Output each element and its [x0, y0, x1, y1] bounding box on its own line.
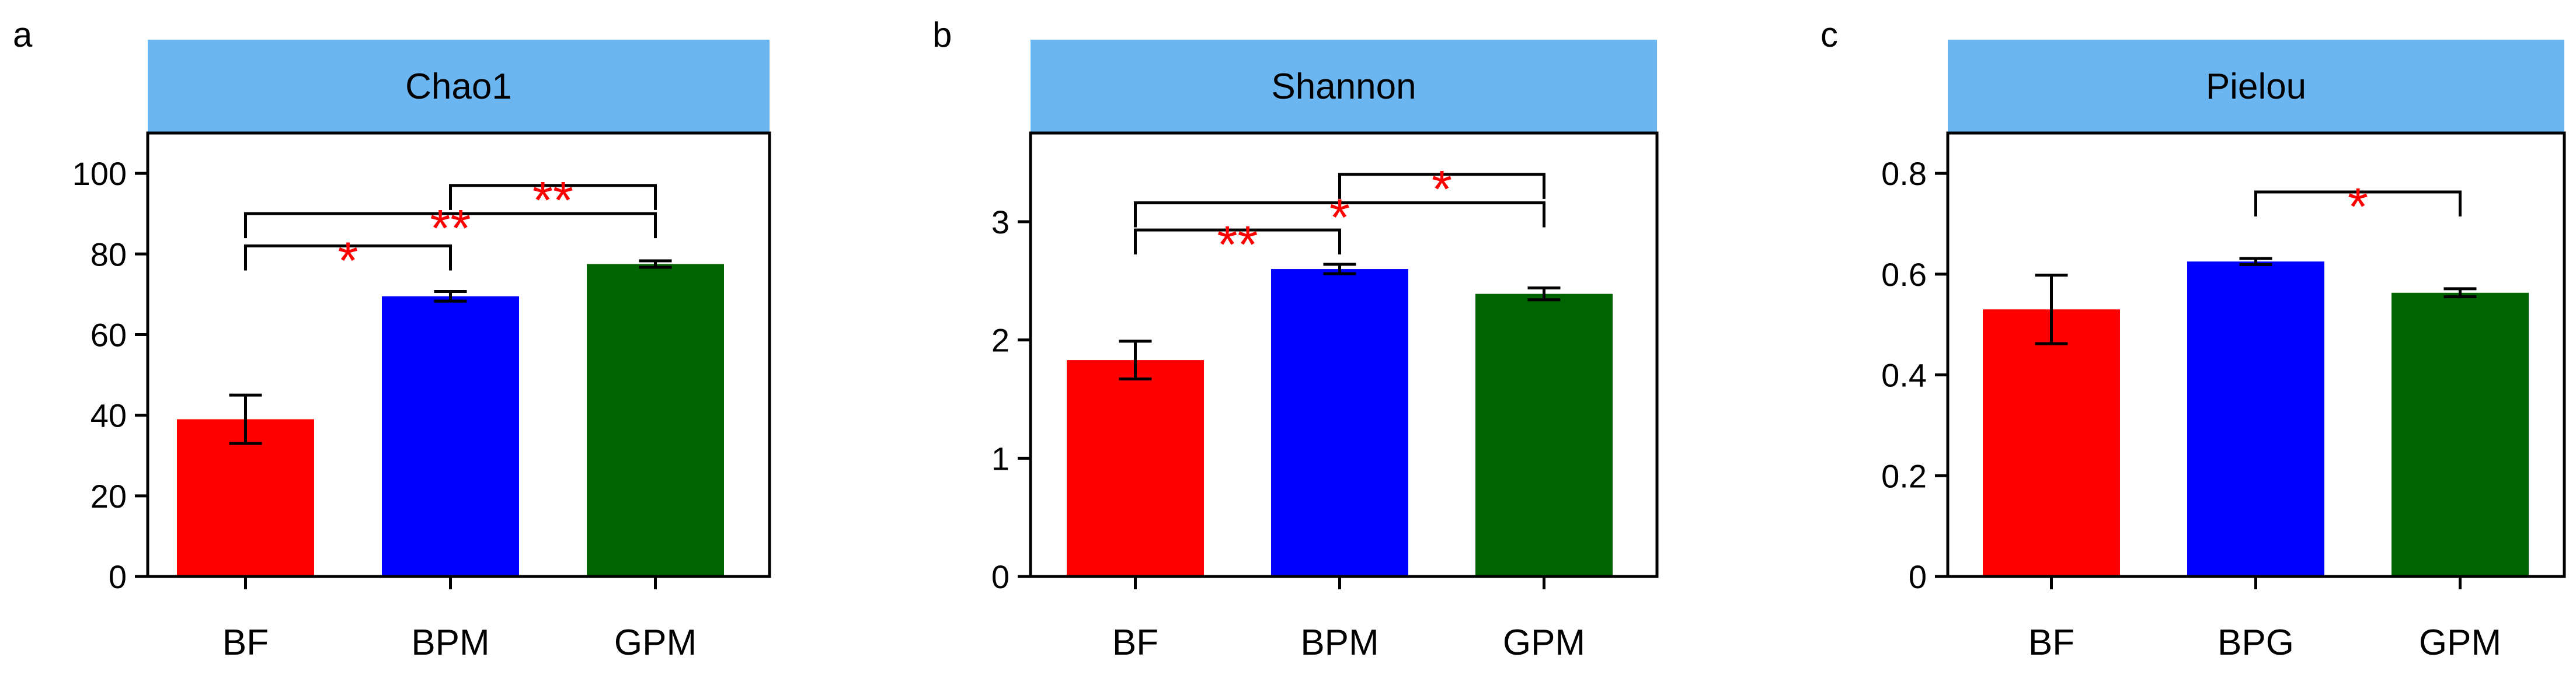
significance-bracket-line [244, 244, 452, 271]
panel-letter: b [932, 15, 952, 54]
y-tick-label: 0 [1909, 558, 1927, 595]
panel-letter: a [13, 15, 33, 54]
error-bar-GPM [2443, 287, 2477, 299]
error-bar-BPG [2239, 257, 2272, 266]
y-tick-label: 0.2 [1881, 457, 1927, 494]
error-bar-BF [229, 393, 262, 445]
significance-bracket-1: * [2254, 178, 2462, 236]
bar-BF [177, 419, 314, 576]
significance-bracket-line [1134, 228, 1341, 255]
x-tick-label: BF [2028, 623, 2074, 663]
significance-bracket-line [1338, 173, 1545, 199]
y-tick-label: 80 [90, 236, 127, 272]
y-tick-label: 100 [72, 155, 127, 192]
y-tick-label: 0.4 [1881, 357, 1927, 394]
panel-letter: c [1820, 15, 1838, 54]
significance-bracket-line [2254, 190, 2462, 217]
chart-panel-c: c Pielou * 0 0.2 0.4 0.6 0.8 BF BPG GPM [1820, 15, 2566, 663]
significance-bracket-line [449, 184, 657, 210]
error-bar-BF [2035, 274, 2068, 345]
error-bar-BPM [1323, 263, 1356, 275]
plot-frame [146, 131, 771, 578]
chart-title: Chao1 [405, 67, 512, 107]
significance-bracket-3: * [1338, 160, 1545, 219]
chart-title: Shannon [1271, 67, 1416, 107]
x-tick-label: GPM [614, 623, 697, 663]
y-tick-label: 60 [90, 316, 127, 353]
bar-BPM [382, 296, 519, 576]
y-tick-label: 20 [90, 478, 127, 515]
title-strip [148, 40, 770, 133]
significance-label: * [337, 232, 358, 290]
y-tick-label: 0.6 [1881, 256, 1927, 293]
error-bar-BF [1119, 340, 1152, 381]
x-tick-label: BPM [1300, 623, 1378, 663]
chart-title: Pielou [2206, 67, 2306, 107]
significance-bracket-line [1134, 201, 1545, 228]
y-tick-label: 40 [90, 397, 127, 434]
x-tick-label: BPG [2218, 623, 2294, 663]
bar-BF [1983, 309, 2120, 576]
significance-bracket-3: ** [449, 172, 657, 230]
x-tick-label: BF [1112, 623, 1158, 663]
y-tick-label: 0 [109, 558, 127, 595]
significance-label: * [2348, 178, 2368, 236]
significance-label: ** [532, 172, 573, 230]
significance-label: ** [1217, 216, 1258, 274]
bar-BPM [1271, 269, 1408, 577]
significance-label: * [1432, 160, 1452, 219]
error-bar-BPM [434, 290, 467, 303]
bar-GPM [2391, 292, 2529, 576]
y-tick-label: 3 [991, 204, 1009, 240]
error-bar-GPM [1527, 286, 1561, 302]
x-tick-label: BPM [411, 623, 489, 663]
bar-GPM [587, 264, 724, 577]
bar-BPG [2187, 261, 2324, 576]
y-tick-label: 1 [991, 440, 1009, 477]
significance-bracket-1: ** [1134, 216, 1341, 274]
title-strip [1948, 40, 2564, 133]
title-strip [1031, 40, 1657, 133]
y-tick-label: 0.8 [1881, 155, 1927, 192]
x-tick-label: GPM [1503, 623, 1585, 663]
plot-frame [1029, 131, 1659, 578]
x-tick-label: BF [222, 623, 269, 663]
y-tick-label: 2 [991, 322, 1009, 359]
error-bar-GPM [639, 259, 672, 269]
bar-BF [1067, 360, 1204, 576]
significance-bracket-line [244, 212, 657, 239]
significance-bracket-1: * [244, 232, 452, 290]
bar-GPM [1475, 293, 1613, 576]
x-tick-label: GPM [2419, 623, 2501, 663]
y-tick-label: 0 [991, 558, 1009, 595]
